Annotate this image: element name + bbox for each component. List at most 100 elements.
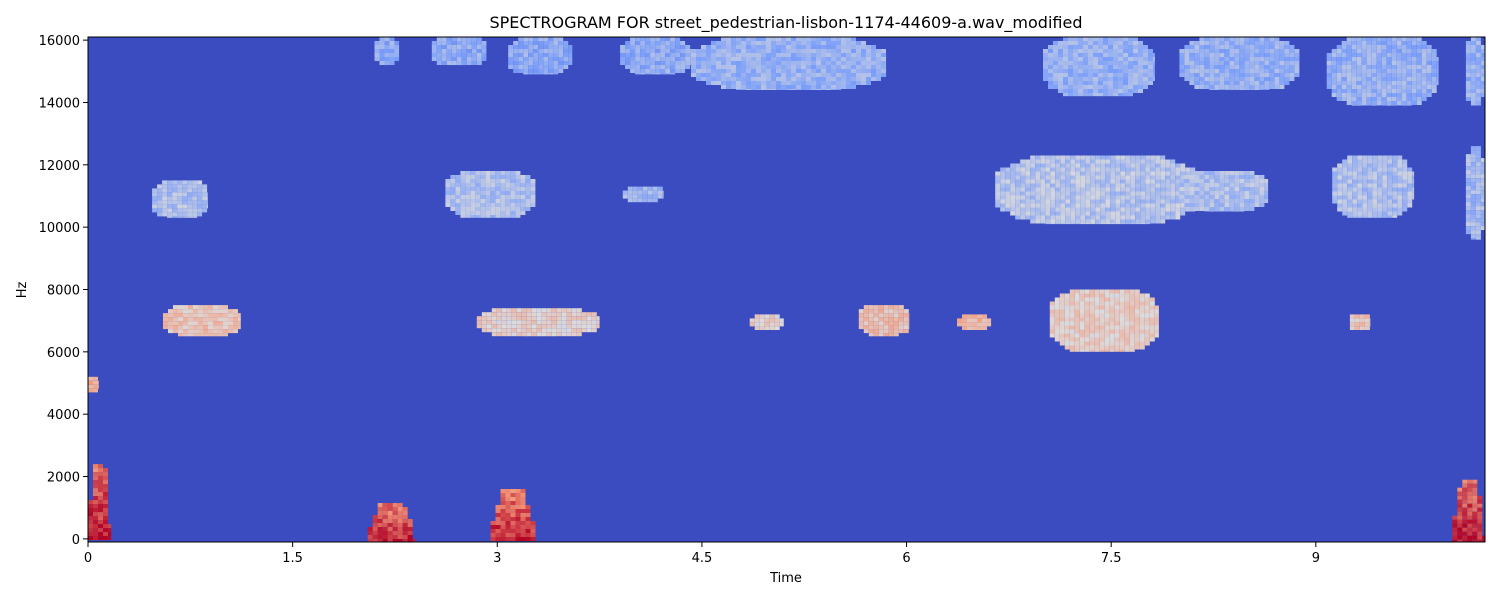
spectrogram-cell [1015, 203, 1021, 208]
spectrogram-cell [1331, 93, 1337, 97]
y-tick-label: 2000 [47, 471, 80, 486]
spectrogram-cell [556, 332, 562, 337]
spectrogram-cell [1088, 41, 1093, 45]
spectrogram-cell [1150, 199, 1156, 204]
spectrogram-cell [1065, 167, 1071, 172]
spectrogram-cell [1105, 207, 1111, 212]
spectrogram-cell [198, 309, 203, 314]
spectrogram-cell [481, 312, 487, 317]
spectrogram-cell [1150, 163, 1156, 168]
spectrogram-cell [863, 317, 869, 322]
spectrogram-cell [1377, 207, 1383, 212]
spectrogram-cell [1105, 155, 1111, 160]
spectrogram-cell [490, 521, 496, 525]
spectrogram-cell [203, 313, 208, 318]
spectrogram-cell [1274, 65, 1280, 69]
spectrogram-cell [1010, 179, 1016, 184]
spectrogram-cell [1149, 297, 1155, 302]
spectrogram-cell [1123, 85, 1128, 89]
spectrogram-cell [1402, 159, 1408, 164]
spectrogram-cell [766, 85, 771, 89]
spectrogram-cell [1259, 41, 1265, 45]
spectrogram-cell [1149, 321, 1155, 326]
spectrogram-cell [505, 525, 511, 529]
spectrogram-cell [650, 53, 656, 57]
spectrogram-cell [1130, 211, 1136, 216]
spectrogram-cell [1143, 77, 1148, 81]
spectrogram-cell [1371, 45, 1377, 49]
spectrogram-cell [816, 73, 821, 77]
spectrogram-cell [1477, 519, 1483, 524]
spectral-region [445, 171, 536, 218]
spectrogram-cell [866, 73, 871, 77]
spectrogram-cell [1470, 170, 1476, 175]
spectrogram-cell [1010, 211, 1016, 216]
spectrogram-cell [402, 539, 408, 542]
spectrogram-cell [1421, 73, 1427, 77]
spectrogram-cell [451, 61, 457, 65]
spectrogram-cell [1030, 215, 1036, 220]
spectrogram-cell [1133, 89, 1138, 93]
spectrogram-cell [173, 325, 178, 330]
spectrogram-cell [1005, 195, 1011, 200]
spectrogram-cell [1145, 179, 1151, 184]
spectrogram-cell [460, 187, 466, 191]
spectrogram-cell [505, 203, 511, 207]
spectrogram-cell [197, 204, 203, 209]
spectrogram-cell [1105, 179, 1111, 184]
spectrogram-cell [1118, 37, 1123, 41]
spectrogram-cell [456, 53, 462, 57]
spectrogram-cell [1139, 321, 1145, 326]
spectrogram-cell [203, 309, 208, 314]
spectrogram-cell [538, 37, 544, 41]
spectrogram-cell [546, 312, 552, 317]
spectrogram-cell [1079, 345, 1085, 350]
spectral-region [1465, 37, 1485, 106]
spectrogram-cell [1189, 41, 1195, 45]
spectrogram-cell [466, 37, 472, 41]
spectrogram-cell [1114, 313, 1120, 318]
spectrogram-cell [465, 175, 471, 179]
spectrogram-cell [1129, 289, 1135, 294]
spectrogram-cell [450, 207, 456, 211]
spectrogram-cell [586, 324, 592, 329]
spectrogram-cell [568, 61, 573, 65]
spectrogram-cell [831, 85, 836, 89]
spectrogram-cell [1070, 223, 1076, 225]
spectrogram-cell [1118, 65, 1123, 69]
spectrogram-cell [1085, 219, 1091, 224]
spectrogram-cell [1150, 203, 1156, 208]
spectrogram-cell [1179, 53, 1185, 57]
spectrogram-cell [1412, 183, 1415, 188]
spectrogram-cell [876, 61, 881, 65]
spectrogram-cell [1053, 81, 1058, 85]
spectrogram-cell [1103, 57, 1108, 61]
spectrogram-cell [1346, 69, 1352, 73]
spectrogram-cell [485, 211, 491, 215]
spectrogram-cell [1332, 175, 1338, 180]
spectrogram-cell [455, 191, 461, 195]
spectrogram-cell [1070, 207, 1076, 212]
spectrogram-cell [771, 89, 776, 90]
spectrogram-cell [1407, 175, 1413, 180]
spectrogram-cell [533, 45, 539, 49]
spectrogram-cell [1118, 77, 1123, 81]
spectrogram-cell [1045, 155, 1051, 160]
spectrogram-cell [1346, 53, 1352, 57]
spectrogram-cell [1372, 175, 1378, 180]
spectrogram-cell [88, 508, 93, 513]
spectrogram-cell [1083, 57, 1088, 61]
spectrogram-cell [1411, 85, 1417, 89]
spectrogram-cell [558, 45, 564, 49]
spectrogram-cell [1356, 41, 1362, 45]
spectrogram-cell [103, 476, 108, 481]
spectrogram-cell [1475, 194, 1481, 199]
spectrogram-cell [868, 305, 874, 310]
spectrogram-cell [816, 65, 821, 69]
spectrogram-cell [1397, 199, 1403, 204]
spectrogram-cell [495, 207, 501, 211]
spectrogram-cell [781, 61, 786, 65]
spectrogram-cell [518, 37, 524, 41]
spectrogram-cell [1470, 186, 1476, 191]
spectrogram-cell [1234, 37, 1240, 41]
